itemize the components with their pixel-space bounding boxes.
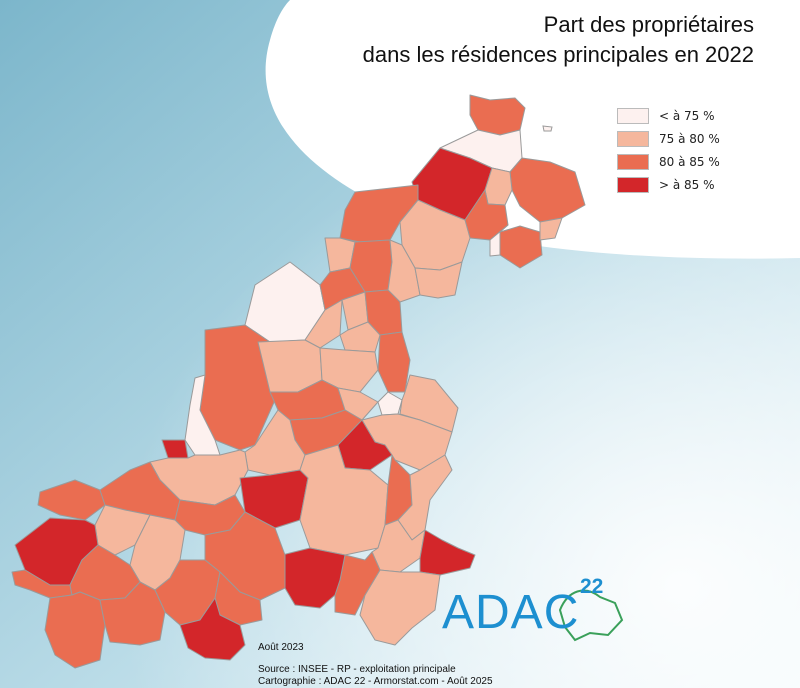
legend-label: 80 à 85 % xyxy=(659,154,720,169)
commune[interactable] xyxy=(244,409,306,476)
legend: < à 75 % 75 à 80 % 80 à 85 % > à 85 % xyxy=(617,104,720,196)
legend-item: > à 85 % xyxy=(617,173,720,196)
legend-item: < à 75 % xyxy=(617,104,720,127)
commune[interactable] xyxy=(337,387,379,421)
legend-swatch xyxy=(617,176,649,193)
source-line: Source : INSEE - RP - exploitation princ… xyxy=(258,664,456,675)
legend-label: 75 à 80 % xyxy=(659,131,720,146)
legend-swatch xyxy=(617,130,649,147)
source-block: Source : INSEE - RP - exploitation princ… xyxy=(258,664,493,688)
credit-line: Cartographie : ADAC 22 - Armorstat.com -… xyxy=(258,676,493,687)
commune[interactable] xyxy=(99,581,166,646)
title-line-2: dans les résidences principales en 2022 xyxy=(362,42,754,67)
commune[interactable] xyxy=(414,261,463,299)
commune[interactable] xyxy=(359,569,441,646)
commune[interactable] xyxy=(539,217,563,241)
legend-label: < à 75 % xyxy=(659,108,715,123)
commune[interactable] xyxy=(397,454,453,541)
map-date: Août 2023 xyxy=(258,642,304,653)
legend-item: 75 à 80 % xyxy=(617,127,720,150)
commune[interactable] xyxy=(179,597,246,661)
legend-swatch xyxy=(617,107,649,124)
commune[interactable] xyxy=(377,391,403,416)
title-line-1: Part des propriétaires xyxy=(543,12,754,37)
island xyxy=(542,125,553,132)
commune[interactable] xyxy=(281,547,346,609)
logo-text: ADAC xyxy=(442,586,580,639)
communes-map xyxy=(11,94,586,669)
commune[interactable] xyxy=(489,224,509,257)
map-title: Part des propriétaires dans les résidenc… xyxy=(314,10,754,70)
commune[interactable] xyxy=(387,239,421,303)
commune[interactable] xyxy=(37,479,106,521)
legend-item: 80 à 85 % xyxy=(617,150,720,173)
legend-swatch xyxy=(617,153,649,170)
commune[interactable] xyxy=(44,591,106,669)
commune[interactable] xyxy=(509,157,586,223)
commune[interactable] xyxy=(469,94,526,136)
commune[interactable] xyxy=(464,189,509,241)
logo-mark-shape xyxy=(558,589,624,642)
legend-label: > à 85 % xyxy=(659,177,715,192)
commune[interactable] xyxy=(334,551,381,616)
logo-number: 22 xyxy=(580,575,604,598)
